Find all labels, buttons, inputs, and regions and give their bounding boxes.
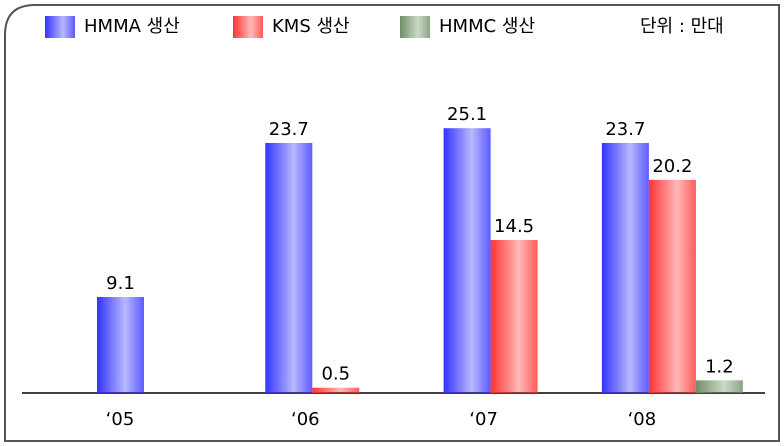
legend-swatch (233, 16, 263, 38)
unit-note: 단위 : 만대 (640, 16, 724, 37)
data-label: 1.2 (705, 356, 734, 377)
bar (97, 296, 144, 393)
data-label: 25.1 (447, 104, 487, 125)
x-tick-label: ‘07 (469, 409, 498, 430)
bar (265, 142, 313, 393)
bar (443, 128, 491, 393)
data-label: 14.5 (494, 216, 534, 237)
bar (695, 380, 743, 393)
legend-label: HMMC 생산 (439, 16, 535, 37)
data-label: 20.2 (652, 156, 692, 177)
x-tick-label: ‘08 (628, 409, 657, 430)
x-tick-label: ‘05 (106, 409, 135, 430)
frame (4, 4, 780, 442)
bar (601, 142, 649, 393)
bar (490, 240, 538, 393)
x-tick-label: ‘06 (291, 409, 320, 430)
legend-swatch (400, 16, 430, 38)
bar (312, 387, 360, 393)
data-label: 9.1 (106, 273, 135, 294)
legend-label: HMMA 생산 (84, 16, 180, 37)
legend-swatch (45, 16, 75, 38)
data-label: 0.5 (321, 364, 350, 385)
data-label: 23.7 (605, 119, 645, 140)
bar (648, 179, 696, 393)
legend-label: KMS 생산 (272, 16, 350, 37)
data-label: 23.7 (269, 119, 309, 140)
